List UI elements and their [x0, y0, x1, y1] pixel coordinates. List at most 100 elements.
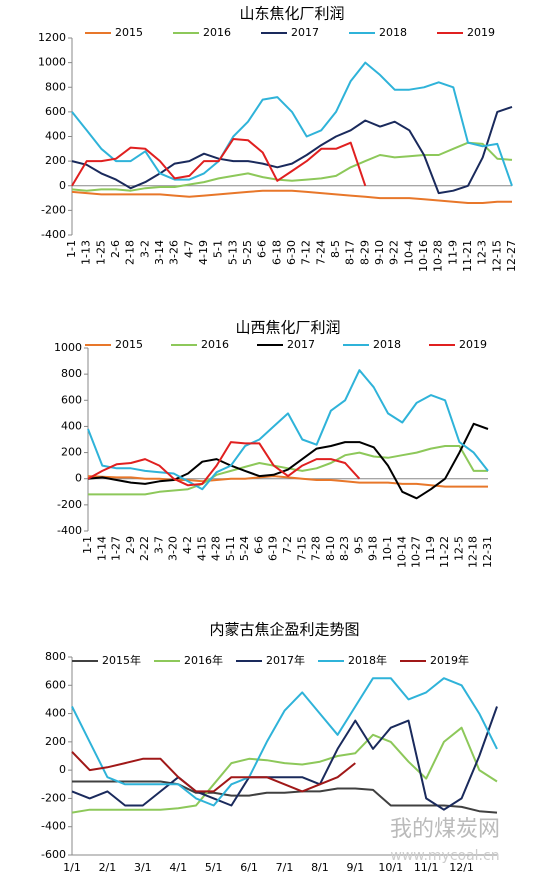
chart-title: 内蒙古焦企盈利走势图: [209, 621, 359, 639]
legend-label: 2015: [115, 26, 143, 39]
legend-label: 2015: [115, 338, 143, 351]
chart-title: 山东焦化厂利润: [239, 5, 344, 23]
x-tick-label: 12-18: [467, 536, 480, 568]
x-tick-label: 7-24: [314, 240, 327, 265]
series-line: [71, 105, 513, 195]
x-tick-label: 12/1: [449, 861, 474, 874]
x-tick-label: 9-18: [367, 536, 380, 561]
x-tick-label: 1-14: [95, 536, 108, 561]
series-line: [71, 189, 512, 204]
x-tick-label: 1-1: [65, 240, 78, 258]
series-line: [71, 141, 513, 192]
x-tick-label: 3-20: [167, 536, 180, 561]
x-tick-label: 10-1: [381, 536, 394, 561]
x-tick-label: 4/1: [169, 861, 187, 874]
y-tick-label: -200: [41, 203, 66, 216]
legend-label: 2017: [287, 338, 315, 351]
x-tick-label: 6-19: [267, 536, 280, 561]
legend-label: 2017: [291, 26, 319, 39]
y-tick-label: 1000: [38, 56, 66, 69]
x-tick-label: 12-3: [476, 240, 489, 265]
x-tick-label: 10-27: [410, 536, 423, 568]
x-tick-label: 5-11: [224, 536, 237, 561]
y-tick-label: -400: [41, 228, 66, 241]
x-tick-label: 1-27: [110, 536, 123, 561]
y-tick-label: 1000: [54, 341, 82, 354]
y-tick-label: 400: [45, 707, 66, 720]
y-tick-label: -200: [41, 791, 66, 804]
legend-label: 2018年: [348, 653, 387, 667]
x-tick-label: 6-6: [256, 240, 269, 258]
x-tick-label: 10-14: [395, 536, 408, 568]
x-tick-label: 1-25: [94, 240, 107, 265]
chart-title: 山西焦化厂利润: [235, 319, 340, 337]
y-tick-label: 600: [61, 393, 82, 406]
y-tick-label: 0: [75, 472, 82, 485]
legend-label: 2019: [459, 338, 487, 351]
x-tick-label: 9-10: [373, 240, 386, 265]
x-tick-label: 1-1: [81, 536, 94, 554]
x-tick-label: 7-28: [310, 536, 323, 561]
x-tick-label: 6-30: [285, 240, 298, 265]
series-line: [87, 441, 361, 487]
x-tick-label: 3-7: [152, 536, 165, 554]
y-tick-label: 200: [45, 735, 66, 748]
series-line: [87, 422, 489, 500]
legend-label: 2018: [373, 338, 401, 351]
x-tick-label: 12-27: [505, 240, 518, 272]
series-line: [71, 706, 498, 811]
x-tick-label: 7-15: [295, 536, 308, 561]
x-tick-label: 5-25: [241, 240, 254, 265]
x-tick-label: 5-24: [238, 536, 251, 561]
x-tick-label: 5-1: [212, 240, 225, 258]
series-line: [71, 138, 367, 187]
x-tick-label: 6/1: [240, 861, 258, 874]
x-tick-label: 7-2: [281, 536, 294, 554]
series-line: [88, 445, 488, 496]
y-tick-label: -400: [41, 820, 66, 833]
x-tick-label: 1/1: [63, 861, 81, 874]
series-line: [71, 726, 498, 814]
x-tick-label: 4-19: [197, 240, 210, 265]
x-tick-label: 10/1: [378, 861, 403, 874]
x-tick-label: 7/1: [276, 861, 294, 874]
x-tick-label: 12-15: [490, 240, 503, 272]
y-tick-label: 0: [59, 763, 66, 776]
x-tick-label: 7-12: [300, 240, 313, 265]
x-tick-label: 6-18: [270, 240, 283, 265]
y-tick-label: 600: [45, 105, 66, 118]
x-tick-label: 12-31: [481, 536, 494, 568]
x-tick-label: 3-26: [168, 240, 181, 265]
series-line: [87, 475, 488, 488]
x-tick-label: 11-21: [461, 240, 474, 272]
x-tick-label: 2-9: [124, 536, 137, 554]
series-line: [87, 369, 489, 491]
y-tick-label: 1200: [38, 31, 66, 44]
x-tick-label: 5/1: [205, 861, 223, 874]
y-tick-label: 600: [45, 678, 66, 691]
x-tick-label: 2-22: [138, 536, 151, 561]
x-tick-label: 9/1: [346, 861, 364, 874]
x-tick-label: 4-2: [181, 536, 194, 554]
y-tick-label: 400: [45, 130, 66, 143]
watermark-url: www.mycoal.cn: [390, 848, 499, 864]
x-tick-label: 10-4: [402, 240, 415, 265]
x-tick-label: 6-6: [252, 536, 265, 554]
x-tick-label: 5-13: [226, 240, 239, 265]
x-tick-label: 11-9: [446, 240, 459, 265]
x-tick-label: 9-22: [388, 240, 401, 265]
x-tick-label: 9-5: [352, 536, 365, 554]
y-tick-label: -600: [41, 848, 66, 861]
x-tick-label: 8-17: [344, 240, 357, 265]
x-tick-label: 3-14: [153, 240, 166, 265]
legend-label: 2019年: [430, 653, 469, 667]
x-tick-label: 1-13: [80, 240, 93, 265]
x-tick-label: 2-6: [109, 240, 122, 258]
legend-label: 2017年: [266, 653, 305, 667]
x-tick-label: 10-16: [417, 240, 430, 272]
series-line: [72, 780, 498, 814]
legend-label: 2018: [379, 26, 407, 39]
legend-label: 2016: [203, 26, 231, 39]
x-tick-label: 10-28: [432, 240, 445, 272]
watermark: 我的煤炭网: [390, 817, 500, 842]
